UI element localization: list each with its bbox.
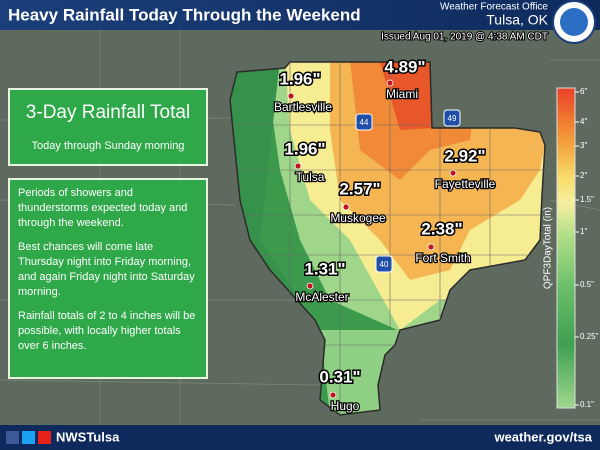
nws-logo-inner: [560, 8, 588, 36]
interstate-number: 44: [360, 118, 369, 127]
summary-box: 3-Day Rainfall Total Today through Sunda…: [8, 88, 208, 166]
rainfall-amount: 4.89": [384, 57, 425, 76]
city-name: Bartlesville: [274, 100, 332, 114]
legend-label: 6": [580, 87, 587, 96]
interstate-shield: [355, 113, 373, 131]
rainfall-amount: 1.31": [304, 259, 345, 278]
region-counties: [230, 62, 545, 415]
rainfall-amount: 1.96": [279, 69, 320, 88]
summary-subtitle: Today through Sunday morning: [31, 140, 185, 152]
legend-label: 3": [580, 141, 587, 150]
footer-social: NWSTulsa: [56, 429, 120, 444]
interstate-number: 40: [380, 260, 389, 269]
discussion-box: Periods of showers and thunderstorms exp…: [8, 178, 208, 379]
city-dot: [329, 391, 337, 399]
city-dot: [386, 79, 394, 87]
city-dot: [294, 162, 302, 170]
footer-bar: [0, 425, 600, 450]
rainfall-amount: 1.96": [284, 139, 325, 158]
city-name: Hugo: [331, 399, 360, 413]
twitter-icon: [22, 431, 35, 444]
city-dot: [306, 282, 314, 290]
city-name: Muskogee: [330, 211, 386, 225]
discussion-paragraph: Periods of showers and thunderstorms exp…: [18, 187, 188, 229]
rainfall-amount: 2.38": [421, 219, 462, 238]
legend-label: 0.1": [580, 400, 594, 409]
header-office: Weather Forecast Office: [440, 2, 548, 13]
header-title: Heavy Rainfall Today Through the Weekend: [8, 5, 361, 24]
facebook-icon: [6, 431, 19, 444]
city-dot: [342, 203, 350, 211]
rainfall-amount: 2.57": [339, 179, 380, 198]
header-location: Tulsa, OK: [486, 12, 548, 28]
city-name: Fort Smith: [415, 251, 470, 265]
legend-label: 0.5": [580, 280, 594, 289]
city-dot: [287, 92, 295, 100]
discussion-paragraph: Rainfall totals of 2 to 4 inches will be…: [18, 310, 196, 352]
legend-bar: [556, 87, 576, 409]
legend-label: 2": [580, 171, 587, 180]
interstate-shield: [443, 109, 461, 127]
youtube-icon: [38, 431, 51, 444]
city-name: Fayetteville: [435, 177, 496, 191]
interstate-shield: [375, 255, 393, 273]
city-name: Miami: [386, 87, 418, 101]
city-name: McAlester: [295, 290, 348, 304]
rainfall-amount: 2.92": [444, 146, 485, 165]
rainfall-amount: 0.31": [319, 367, 360, 386]
city-name: Tulsa: [296, 170, 325, 184]
city-dot: [427, 243, 435, 251]
legend-title: QPF3DayTotal (in): [543, 207, 554, 289]
header-bar: [0, 0, 600, 30]
summary-title: 3-Day Rainfall Total: [25, 102, 191, 123]
city-dot: [449, 169, 457, 177]
footer-website: weather.gov/tsa: [493, 429, 592, 444]
header-issued: Issued Aug 01, 2019 @ 4:38 AM CDT: [381, 32, 548, 43]
legend-label: 0.25": [580, 332, 599, 341]
legend-label: 4": [580, 117, 587, 126]
legend-label: 1": [580, 227, 587, 236]
legend-label: 1.5": [580, 195, 594, 204]
discussion-paragraph: Best chances will come late Thursday nig…: [18, 241, 195, 298]
interstate-number: 49: [448, 114, 457, 123]
region-outline: [229, 61, 546, 416]
